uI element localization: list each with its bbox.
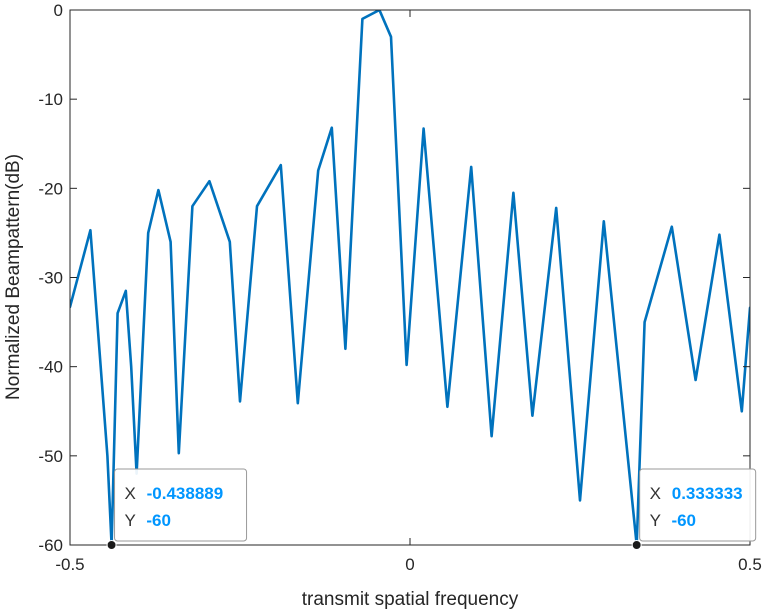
svg-text:X 0.333333: X 0.333333 <box>650 484 743 503</box>
datatip-x-label: X <box>125 484 136 503</box>
y-axis-label: Normalized Beampattern(dB) <box>3 154 24 400</box>
datatip-y-value: -60 <box>146 511 171 530</box>
x-tick-label: -0.5 <box>55 555 84 574</box>
datatip-y-label: Y <box>125 511 136 530</box>
datatip-y-value: -60 <box>671 511 696 530</box>
datatip-marker[interactable] <box>106 540 117 550</box>
y-tick-label: -40 <box>38 358 63 377</box>
datatip-marker[interactable] <box>631 540 642 550</box>
datatip-left[interactable]: X -0.438889 Y -60 <box>106 468 248 550</box>
svg-text:Y -60: Y -60 <box>125 511 171 530</box>
datatip-x-value: -0.438889 <box>147 484 224 503</box>
axis-tick-labels: -0.5 0 0.5 -60 -50 -40 -30 -20 -10 0 <box>38 1 761 574</box>
x-tick-label: 0 <box>405 555 414 574</box>
y-tick-label: -60 <box>38 536 63 555</box>
x-axis-label: transmit spatial frequency <box>302 589 519 610</box>
y-tick-label: -20 <box>38 179 63 198</box>
y-tick-label: -50 <box>38 447 63 466</box>
svg-text:X -0.438889: X -0.438889 <box>125 484 224 503</box>
beampattern-line <box>70 10 750 545</box>
datatip-x-value: 0.333333 <box>672 484 743 503</box>
datatip-box <box>639 468 757 542</box>
svg-text:Y -60: Y -60 <box>650 511 696 530</box>
y-tick-label: -10 <box>38 90 63 109</box>
datatip-x-label: X <box>650 484 661 503</box>
x-tick-label: 0.5 <box>738 555 762 574</box>
y-tick-label: -30 <box>38 269 63 288</box>
datatip-y-label: Y <box>650 511 661 530</box>
y-tick-label: 0 <box>54 1 63 20</box>
datatip-right[interactable]: X 0.333333 Y -60 <box>631 468 757 550</box>
plot-area <box>70 10 750 545</box>
datatip-box <box>114 468 248 542</box>
